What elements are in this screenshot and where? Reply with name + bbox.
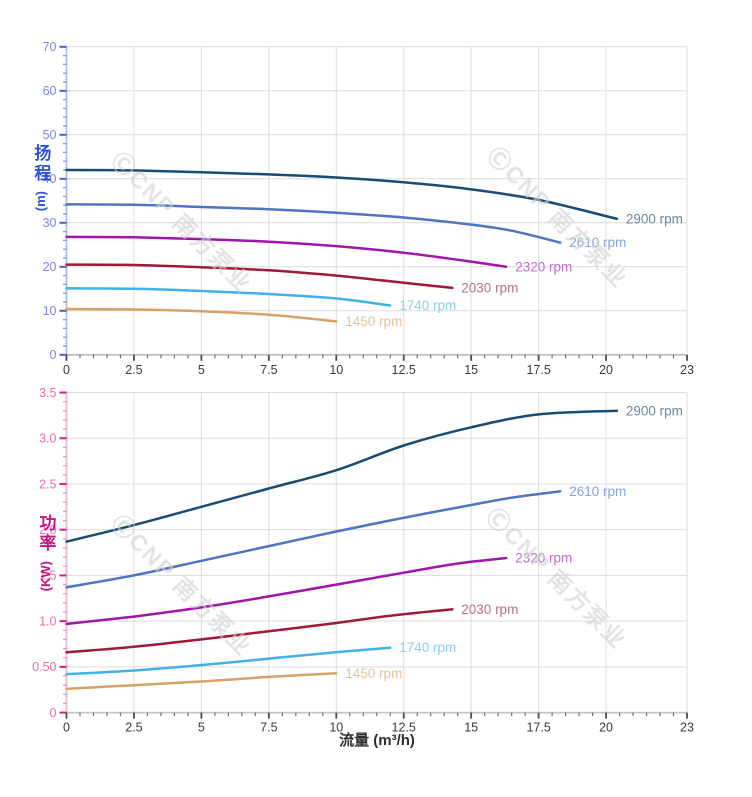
y-tick-label: 1.5 bbox=[39, 569, 56, 583]
x-tick-label: 2.5 bbox=[125, 721, 142, 735]
x-tick-label: 23 bbox=[680, 363, 694, 377]
head-axis-title: 扬程 (m) bbox=[28, 144, 52, 211]
series-label-2610-rpm: 2610 rpm bbox=[569, 484, 626, 499]
power-axis-title-text: 功率 bbox=[36, 514, 56, 554]
curve-2320-rpm bbox=[65, 235, 508, 269]
x-tick-label: 0 bbox=[63, 721, 70, 735]
y-tick-label: 60 bbox=[43, 84, 57, 98]
x-tick-label: 12.5 bbox=[392, 363, 416, 377]
y-tick-label: 20 bbox=[43, 260, 57, 274]
x-tick-label: 5 bbox=[198, 363, 205, 377]
power-axis-title: 功率 (KW) bbox=[33, 514, 57, 591]
y-tick-label: 3.5 bbox=[39, 386, 56, 400]
series-label-2030-rpm: 2030 rpm bbox=[461, 602, 518, 617]
x-tick-label: 5 bbox=[198, 721, 205, 735]
x-axis-ticks: 0 2.5 5 7.5 10 12.5 15 17.5 20 23 bbox=[63, 712, 694, 735]
curve-2900-rpm bbox=[65, 168, 619, 221]
curve-2320-rpm bbox=[65, 556, 508, 626]
x-tick-label: 17.5 bbox=[526, 363, 550, 377]
curve-1740-rpm bbox=[65, 646, 392, 676]
series-label-2900-rpm: 2900 rpm bbox=[626, 403, 683, 418]
series-label-1450-rpm: 1450 rpm bbox=[345, 666, 402, 681]
x-tick-label: 15 bbox=[464, 363, 478, 377]
x-tick-label: 7.5 bbox=[260, 721, 277, 735]
y-tick-label: 30 bbox=[43, 216, 57, 230]
x-axis-title: 流量 (m³/h) bbox=[339, 732, 415, 749]
power-axis-unit: (KW) bbox=[37, 561, 53, 592]
y-tick-label: 2.0 bbox=[39, 523, 56, 537]
power-chart: 0 0.50 1.0 1.5 2.0 2.5 3.0 3.5 0 2.5 5 7.5 10 12.5 15 1… bbox=[32, 386, 694, 735]
x-tick-label: 7.5 bbox=[260, 363, 277, 377]
curve-2030-rpm bbox=[65, 608, 454, 654]
x-tick-label: 12.5 bbox=[392, 721, 416, 735]
y-axis-ticks: 0 0.50 1.0 1.5 2.0 2.5 3.0 3.5 bbox=[32, 386, 67, 720]
x-tick-label: 17.5 bbox=[526, 721, 550, 735]
y-tick-label: 50 bbox=[43, 128, 57, 142]
curve-2610-rpm bbox=[65, 490, 562, 589]
x-tick-label: 20 bbox=[599, 721, 613, 735]
series-label-2610-rpm: 2610 rpm bbox=[569, 235, 626, 250]
y-tick-label: 0.50 bbox=[32, 660, 56, 674]
x-axis-ticks: 0 2.5 5 7.5 10 12.5 15 17.5 20 23 bbox=[63, 354, 694, 377]
curve-1450-rpm bbox=[65, 672, 338, 691]
y-tick-label: 1.0 bbox=[39, 614, 56, 628]
curve-2030-rpm bbox=[65, 263, 454, 290]
series-label-1740-rpm: 1740 rpm bbox=[399, 298, 456, 313]
curve-2610-rpm bbox=[65, 203, 562, 244]
y-tick-label: 40 bbox=[43, 172, 57, 186]
series-label-2030-rpm: 2030 rpm bbox=[461, 280, 518, 295]
x-tick-label: 10 bbox=[329, 721, 343, 735]
x-tick-label: 2.5 bbox=[125, 363, 142, 377]
y-tick-label: 70 bbox=[43, 40, 57, 54]
x-tick-label: 10 bbox=[329, 363, 343, 377]
x-tick-label: 23 bbox=[680, 721, 694, 735]
y-axis-ticks: 0 10 20 30 40 50 60 70 bbox=[43, 40, 67, 362]
y-tick-label: 2.5 bbox=[39, 477, 56, 491]
y-tick-label: 3.0 bbox=[39, 432, 56, 446]
y-tick-label: 10 bbox=[43, 304, 57, 318]
y-tick-label: 0 bbox=[50, 348, 57, 362]
series-label-1450-rpm: 1450 rpm bbox=[345, 314, 402, 329]
series-label-2900-rpm: 2900 rpm bbox=[626, 211, 683, 226]
curve-1740-rpm bbox=[65, 287, 392, 307]
x-tick-label: 0 bbox=[63, 363, 70, 377]
head-axis-title-text: 扬程 bbox=[31, 144, 51, 184]
head-axis-unit: (m) bbox=[32, 191, 48, 212]
curve-1450-rpm bbox=[65, 307, 338, 323]
series-label-1740-rpm: 1740 rpm bbox=[399, 640, 456, 655]
series-label-2320-rpm: 2320 rpm bbox=[515, 551, 572, 566]
y-tick-label: 0 bbox=[50, 706, 57, 720]
x-tick-label: 20 bbox=[599, 363, 613, 377]
x-tick-label: 15 bbox=[464, 721, 478, 735]
series-label-2320-rpm: 2320 rpm bbox=[515, 259, 572, 274]
curve-2900-rpm bbox=[65, 409, 619, 543]
